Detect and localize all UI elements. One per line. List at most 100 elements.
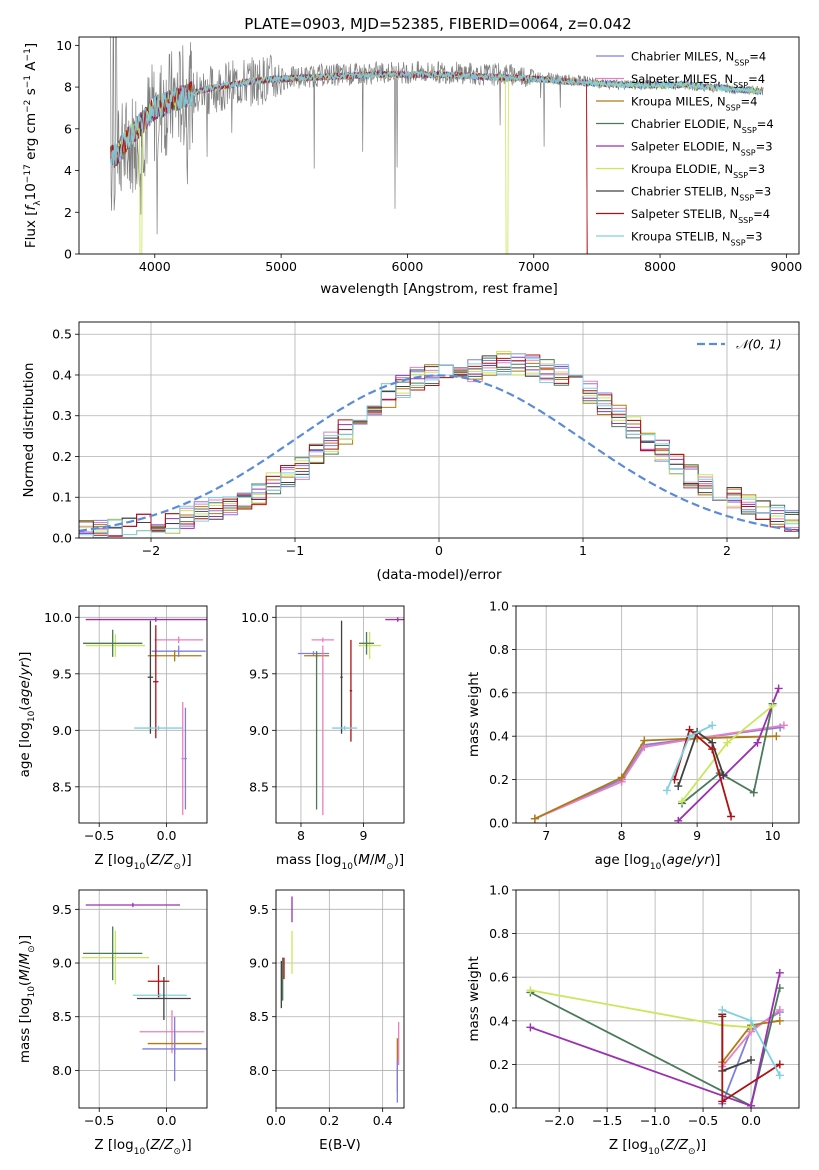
y-tick-label: 1.0	[489, 599, 509, 614]
error-bars	[280, 896, 400, 1103]
weight-marker	[775, 1005, 784, 1014]
weight-lines	[526, 968, 784, 1108]
weight-lines	[530, 684, 788, 823]
weight-marker	[678, 797, 687, 806]
y-tick-label: 0.0	[489, 1101, 509, 1116]
x-tick-label: 8000	[644, 259, 676, 274]
legend-entry: 𝒩(0, 1)	[736, 337, 782, 352]
weight-marker	[747, 1056, 756, 1065]
y-axis-label: age [log10(age/yr)]	[17, 652, 37, 778]
y-tick-label: 0.2	[52, 449, 72, 464]
y-tick-label: 0.6	[489, 685, 509, 700]
weight-marker	[723, 738, 732, 747]
y-tick-label: 4	[64, 163, 72, 178]
weight-marker	[708, 745, 717, 754]
x-axis-label: wavelength [Angstrom, rest frame]	[320, 281, 558, 297]
axes-frame	[78, 321, 800, 539]
weight-marker	[662, 786, 671, 795]
x-tick-label: 10	[765, 828, 781, 843]
y-tick-label: 6	[64, 121, 72, 136]
legend-entry: Kroupa ELODIE, NSSP=3	[631, 162, 765, 180]
weight-marker	[674, 816, 683, 823]
y-tick-label: 0.5	[52, 327, 72, 342]
y-tick-label: 0.8	[489, 642, 509, 657]
x-axis-label: Z [log10(Z/Z⊙)]	[609, 1137, 706, 1157]
age-vs-metallicity-panel: −0.5 0.0 8.5 9.0 9.5 10.0 Z [log10(Z/Z⊙)] age […	[17, 605, 208, 872]
x-tick-label: 0.4	[373, 1113, 393, 1128]
residual-histogram-panel: −2 −1 0 1 2 0.0 0.1 0.2 0.3 0.4 0.5 𝒩(0, 1) (data-mo…	[21, 321, 800, 583]
y-tick-label: 9.0	[52, 723, 72, 738]
weight-marker	[772, 732, 781, 741]
legend-entry: Salpeter MILES, NSSP=4	[631, 72, 765, 90]
axes-frame	[515, 889, 800, 1109]
y-tick-label: 8.0	[52, 1063, 72, 1078]
error-bars	[83, 617, 207, 816]
y-tick-label: 9.0	[249, 723, 269, 738]
weight-marker	[774, 684, 783, 693]
y-tick-label: 9.5	[52, 666, 72, 681]
y-tick-label: 8.5	[249, 779, 269, 794]
weight-marker	[747, 1101, 756, 1108]
x-tick-label: −0.5	[84, 828, 114, 843]
weight-line-0	[534, 726, 781, 820]
x-tick-label: 9	[693, 828, 701, 843]
spectrum-panel: 4000 5000 6000 7000 8000 9000 0 2 4 6 8 10 Chabrier …	[23, 36, 802, 297]
y-tick-label: 0.4	[489, 729, 509, 744]
x-axis-label: Z [log10(Z/Z⊙)]	[94, 852, 191, 872]
x-tick-label: −0.5	[688, 1113, 718, 1128]
weight-line-3	[681, 703, 774, 805]
x-axis-label: Z [log10(Z/Z⊙)]	[94, 1137, 191, 1157]
weight-marker	[718, 1097, 727, 1106]
y-tick-label: 9.5	[52, 902, 72, 917]
y-tick-label: 9.5	[249, 902, 269, 917]
x-axis-label: age [log10(age/yr)]	[595, 852, 721, 872]
spectrum-legend: Chabrier MILES, NSSP=4 Salpeter MILES, NS…	[596, 50, 774, 248]
weight-marker	[685, 732, 694, 741]
legend-entry: Kroupa STELIB, NSSP=3	[631, 230, 762, 248]
axes-frame	[78, 889, 208, 1109]
y-tick-label: 0.6	[489, 970, 509, 985]
y-tick-label: 0.8	[489, 926, 509, 941]
mass-weight-vs-metallicity-panel: −2.0 −1.5 −1.0 −0.5 0.0 0.0 0.2 0.4 0.6 0.8 1.0 Z […	[466, 883, 800, 1157]
weight-marker	[747, 1016, 756, 1025]
y-tick-label: 8.5	[52, 779, 72, 794]
histograms	[79, 351, 799, 538]
y-axis-label: mass weight	[466, 672, 482, 757]
x-tick-label: 0.0	[157, 828, 177, 843]
y-axis-label: Normed distribution	[21, 363, 37, 498]
y-tick-label: 8.5	[52, 1009, 72, 1024]
histogram-series-8	[79, 353, 799, 538]
weight-line-5	[681, 705, 774, 802]
weight-marker	[719, 771, 728, 780]
x-tick-label: 9000	[770, 259, 802, 274]
x-tick-label: −2	[142, 543, 160, 558]
weight-marker	[708, 721, 717, 730]
x-tick-label: 9	[359, 828, 367, 843]
x-tick-label: 8	[618, 828, 626, 843]
x-tick-label: 7000	[518, 259, 550, 274]
weight-marker	[775, 1016, 784, 1025]
error-bars	[81, 902, 207, 1082]
x-tick-label: 2	[723, 543, 731, 558]
legend-entry: Chabrier ELODIE, NSSP=4	[631, 117, 774, 135]
y-tick-label: 9.0	[52, 956, 72, 971]
weight-marker	[526, 1023, 535, 1032]
y-tick-label: 0.2	[489, 772, 509, 787]
y-axis-label: mass weight	[466, 956, 482, 1041]
y-tick-label: 0.0	[52, 531, 72, 546]
weight-marker	[749, 788, 758, 797]
spectrum-lines	[109, 37, 764, 254]
weight-line-6	[677, 730, 725, 787]
x-tick-label: 0.0	[741, 1113, 761, 1128]
weight-marker	[718, 1005, 727, 1014]
x-tick-label: 0.0	[157, 1113, 177, 1128]
x-tick-label: 5000	[265, 259, 297, 274]
legend-entry: Chabrier STELIB, NSSP=3	[631, 185, 771, 203]
x-tick-label: 0.0	[266, 1113, 286, 1128]
weight-marker	[779, 721, 788, 730]
weight-marker	[775, 1060, 784, 1069]
y-tick-label: 0.0	[489, 816, 509, 831]
weight-marker	[753, 738, 762, 747]
weight-line-2	[534, 735, 777, 820]
legend-entry: Kroupa MILES, NSSP=4	[631, 95, 757, 113]
